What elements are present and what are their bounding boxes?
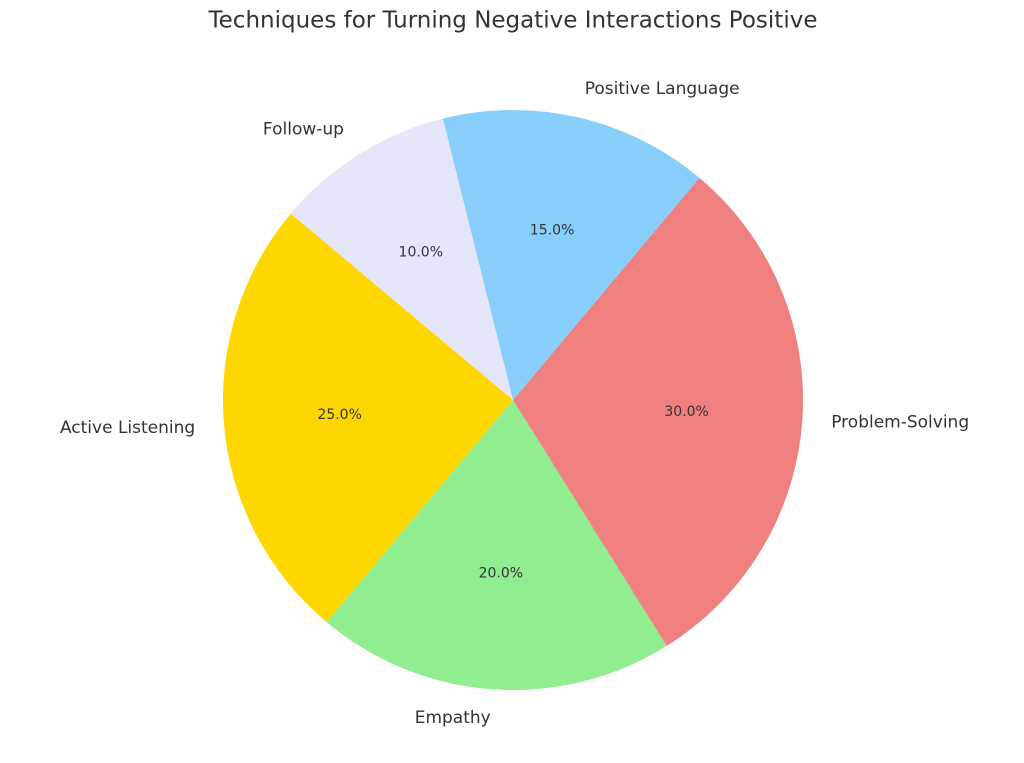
slice-label: Empathy xyxy=(415,708,491,728)
percent-label: 30.0% xyxy=(664,404,708,420)
percent-label: 25.0% xyxy=(317,407,361,423)
slice-label: Follow-up xyxy=(263,119,344,139)
pie-slice xyxy=(442,110,700,401)
slice-label: Active Listening xyxy=(60,418,195,438)
pie-slice xyxy=(222,213,513,623)
percent-label: 20.0% xyxy=(479,566,523,582)
slice-label: Problem-Solving xyxy=(831,412,969,432)
slice-label: Positive Language xyxy=(585,79,740,99)
chart-title: Techniques for Turning Negative Interact… xyxy=(208,8,818,34)
percent-label: 15.0% xyxy=(530,222,574,238)
percent-label: 10.0% xyxy=(399,244,443,260)
pie-slice xyxy=(290,118,513,400)
pie-slice xyxy=(326,400,667,690)
pie-slice xyxy=(513,177,803,646)
